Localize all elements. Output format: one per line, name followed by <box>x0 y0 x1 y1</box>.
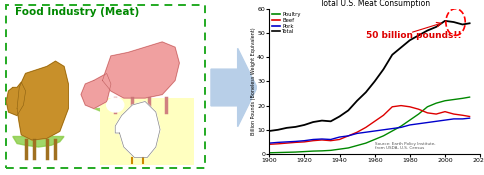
Polygon shape <box>94 108 183 119</box>
Text: Source: Earth Policy Institute,
from USDA, U.S. Census: Source: Earth Policy Institute, from USD… <box>374 142 434 150</box>
Polygon shape <box>102 42 179 98</box>
Polygon shape <box>211 48 257 127</box>
FancyBboxPatch shape <box>6 5 204 168</box>
Polygon shape <box>115 102 160 158</box>
Title: Total U.S. Meat Consumption: Total U.S. Meat Consumption <box>319 0 429 8</box>
Polygon shape <box>17 61 68 140</box>
Circle shape <box>106 98 123 112</box>
Legend: Poultry, Beef, Pork, Total: Poultry, Beef, Pork, Total <box>271 11 301 35</box>
Polygon shape <box>13 136 64 147</box>
Y-axis label: Billion Pounds (Boneless Weight Equivalent): Billion Pounds (Boneless Weight Equivale… <box>250 27 255 135</box>
Polygon shape <box>81 74 111 108</box>
Polygon shape <box>6 82 26 116</box>
FancyBboxPatch shape <box>100 98 194 164</box>
Text: 50 billion pounds!!: 50 billion pounds!! <box>365 31 461 40</box>
Text: Food Industry (Meat): Food Industry (Meat) <box>15 7 139 17</box>
